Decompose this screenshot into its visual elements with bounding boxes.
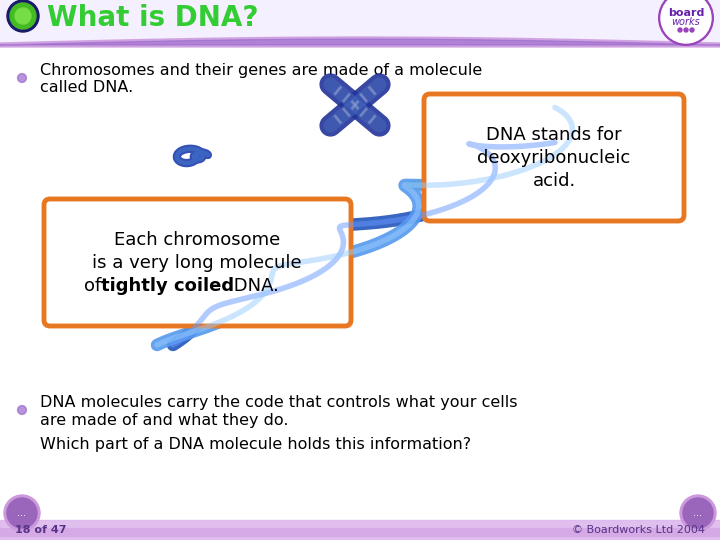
Text: acid.: acid.: [532, 172, 575, 190]
Circle shape: [14, 402, 30, 418]
Circle shape: [661, 0, 711, 43]
Text: ...: ...: [17, 508, 27, 518]
Text: Chromosomes and their genes are made of a molecule: Chromosomes and their genes are made of …: [40, 64, 482, 78]
FancyBboxPatch shape: [424, 94, 684, 221]
Circle shape: [684, 28, 688, 32]
Circle shape: [10, 3, 36, 29]
Text: 18 of 47: 18 of 47: [15, 525, 66, 535]
Circle shape: [7, 498, 37, 528]
Text: called DNA.: called DNA.: [40, 80, 133, 96]
Bar: [0, 520, 720, 540]
Text: tightly coiled: tightly coiled: [101, 277, 234, 295]
Text: Each chromosome: Each chromosome: [114, 231, 280, 249]
Circle shape: [17, 406, 27, 414]
Bar: [0, 528, 720, 530]
Circle shape: [678, 28, 682, 32]
Text: is a very long molecule: is a very long molecule: [92, 254, 302, 272]
Text: ...: ...: [693, 508, 703, 518]
Text: DNA molecules carry the code that controls what your cells: DNA molecules carry the code that contro…: [40, 395, 518, 410]
Text: What is DNA?: What is DNA?: [47, 4, 258, 32]
Circle shape: [4, 495, 40, 531]
Bar: [0, 0, 720, 43]
Circle shape: [15, 8, 31, 24]
Circle shape: [680, 495, 716, 531]
Circle shape: [683, 498, 713, 528]
Text: DNA.: DNA.: [228, 277, 279, 295]
Circle shape: [14, 70, 30, 86]
Text: deoxyribonucleic: deoxyribonucleic: [477, 149, 631, 167]
Circle shape: [17, 73, 27, 83]
Text: of: of: [84, 277, 107, 295]
Bar: [0, 534, 720, 536]
Text: are made of and what they do.: are made of and what they do.: [40, 413, 289, 428]
Circle shape: [690, 28, 694, 32]
Bar: [0, 531, 720, 533]
Circle shape: [7, 0, 39, 32]
Text: board: board: [668, 8, 704, 18]
FancyBboxPatch shape: [44, 199, 351, 326]
Text: works: works: [672, 17, 701, 27]
Text: © Boardworks Ltd 2004: © Boardworks Ltd 2004: [572, 525, 705, 535]
Text: Which part of a DNA molecule holds this information?: Which part of a DNA molecule holds this …: [40, 437, 471, 453]
Text: DNA stands for: DNA stands for: [486, 126, 622, 144]
Circle shape: [658, 0, 714, 46]
